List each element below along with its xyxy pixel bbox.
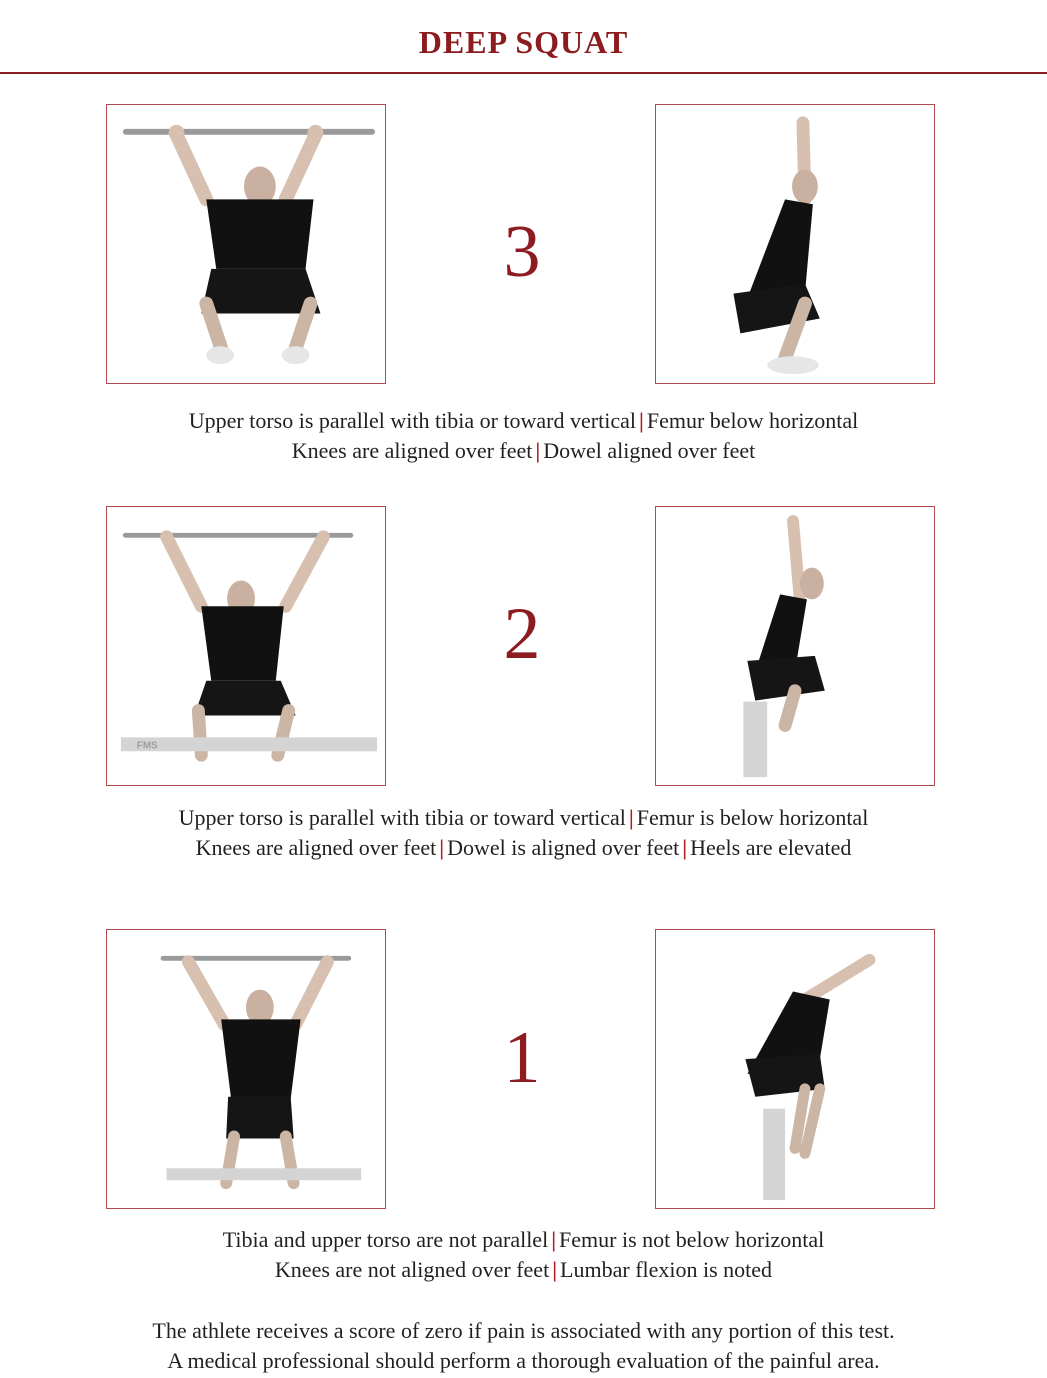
- criteria-score-2: Upper torso is parallel with tibia or to…: [0, 803, 1047, 863]
- separator: |: [628, 805, 634, 830]
- separator: |: [535, 438, 541, 463]
- criteria-score-1: Tibia and upper torso are not parallel | F…: [0, 1225, 1047, 1285]
- criterion: Heels are elevated: [690, 835, 852, 860]
- photo-score-3-front: [106, 104, 386, 384]
- criteria-line: Knees are aligned over feet | Dowel aligne…: [0, 436, 1047, 466]
- photo-score-2-front: FMS: [106, 506, 386, 786]
- criterion: Femur is below horizontal: [636, 805, 869, 830]
- criteria-line: Knees are not aligned over feet | Lumbar f…: [0, 1255, 1047, 1285]
- photo-score-3-side: [655, 104, 935, 384]
- separator: |: [552, 1257, 558, 1282]
- separator: |: [682, 835, 688, 860]
- criteria-line: Upper torso is parallel with tibia or to…: [0, 803, 1047, 833]
- page-title: DEEP SQUAT: [418, 24, 629, 60]
- photo-score-1-side: [655, 929, 935, 1209]
- photo-score-1-front: [106, 929, 386, 1209]
- score-1: 1: [503, 1017, 541, 1099]
- pain-note: The athlete receives a score of zero if …: [0, 1316, 1047, 1376]
- criteria-score-3: Upper torso is parallel with tibia or to…: [0, 406, 1047, 466]
- criterion: Femur is not below horizontal: [559, 1227, 825, 1252]
- separator: |: [551, 1227, 557, 1252]
- criterion: Dowel is aligned over feet: [447, 835, 680, 860]
- score-2: 2: [503, 593, 541, 675]
- criteria-line: Tibia and upper torso are not parallel | F…: [0, 1225, 1047, 1255]
- criterion: Femur below horizontal: [646, 408, 859, 433]
- criterion: Lumbar flexion is noted: [560, 1257, 773, 1282]
- criterion: Upper torso is parallel with tibia or to…: [178, 805, 626, 830]
- criterion: Knees are aligned over feet: [291, 438, 533, 463]
- note-line: A medical professional should perform a …: [167, 1348, 880, 1373]
- criterion: Dowel aligned over feet: [543, 438, 756, 463]
- criterion: Knees are not aligned over feet: [274, 1257, 550, 1282]
- separator: |: [439, 835, 445, 860]
- board-label: FMS: [137, 740, 158, 751]
- criteria-line: Upper torso is parallel with tibia or to…: [0, 406, 1047, 436]
- criterion: Knees are aligned over feet: [195, 835, 437, 860]
- score-3: 3: [503, 211, 541, 293]
- criterion: Upper torso is parallel with tibia or to…: [188, 408, 636, 433]
- separator: |: [638, 408, 644, 433]
- criterion: Tibia and upper torso are not parallel: [222, 1227, 549, 1252]
- title-rule: [0, 72, 1047, 74]
- criteria-line: Knees are aligned over feet | Dowel is ali…: [0, 833, 1047, 863]
- photo-score-2-side: [655, 506, 935, 786]
- note-line: The athlete receives a score of zero if …: [152, 1318, 895, 1343]
